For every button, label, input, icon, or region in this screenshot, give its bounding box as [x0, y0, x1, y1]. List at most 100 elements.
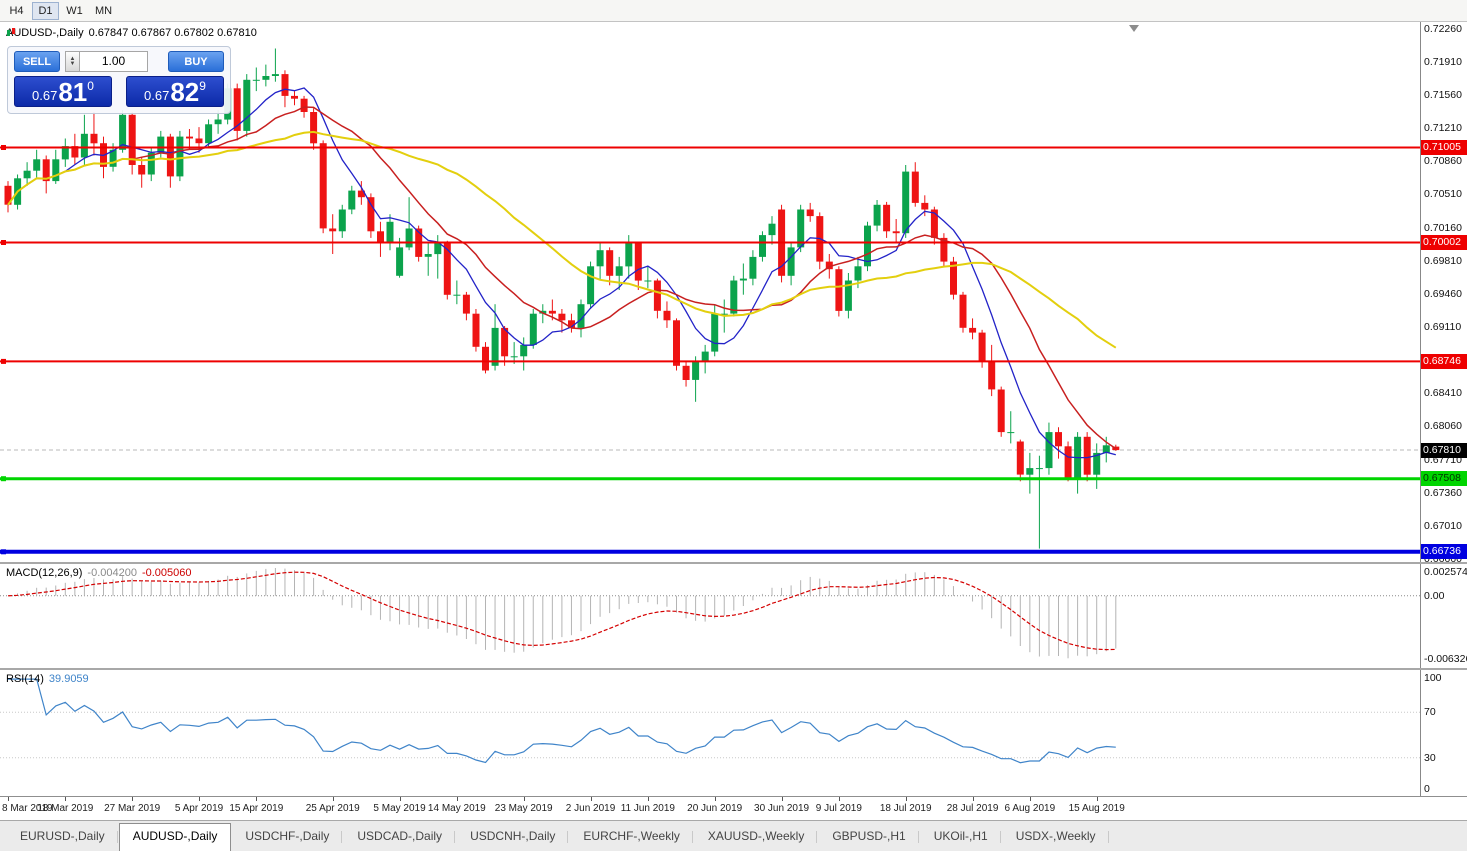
sell-price-big: 81 [58, 76, 88, 107]
price-chart-canvas[interactable] [0, 22, 1420, 562]
candle-body [959, 294, 967, 328]
price-axis-label: 0.67010 [1424, 519, 1462, 532]
tab-usdcnh-daily[interactable]: USDCNH-,Daily [456, 825, 569, 848]
date-tick [256, 797, 258, 801]
candle-body [300, 98, 308, 112]
candle-body [33, 159, 41, 171]
hline-handle[interactable] [1, 145, 6, 150]
tab-usdx-weekly[interactable]: USDX-,Weekly [1002, 825, 1110, 848]
candles-layer [4, 48, 1120, 549]
candle-body [281, 74, 289, 96]
price-pane: AUDUSD-,Daily 0.67847 0.67867 0.67802 0.… [0, 22, 1467, 562]
rsi-axis-label: 100 [1424, 672, 1442, 684]
macd-chart-canvas[interactable] [0, 564, 1420, 668]
tab-eurusd-daily[interactable]: EURUSD-,Daily [6, 825, 119, 848]
symbol-period-label: AUDUSD-,Daily [6, 27, 84, 39]
hline-handle[interactable] [1, 476, 6, 482]
tab-usdcad-daily[interactable]: USDCAD-,Daily [343, 825, 456, 848]
chart-shift-marker[interactable] [1129, 25, 1139, 32]
candle-body [797, 209, 805, 248]
candle-body [1055, 432, 1062, 447]
candle-body [663, 310, 671, 321]
date-axis[interactable]: 8 Mar 2019 18 Mar 2019 27 Mar 2019 5 Apr 20… [0, 796, 1467, 820]
candle-body [109, 149, 117, 167]
candle-body [577, 304, 585, 328]
candle-body [52, 159, 60, 182]
date-label: 18 Mar 2019 [37, 803, 94, 814]
candle-body [911, 171, 919, 203]
timeframe-h4-button[interactable]: H4 [3, 2, 30, 20]
candle-body [587, 266, 595, 305]
buy-price-button[interactable]: 0.67 82 9 [126, 76, 224, 107]
candle-body [396, 247, 404, 276]
candle-body [291, 95, 298, 99]
pane-divider[interactable] [0, 562, 1467, 564]
rsi-name: RSI(14) [6, 673, 44, 685]
price-axis-label: 0.70860 [1424, 155, 1462, 168]
date-label: 30 Jun 2019 [754, 803, 810, 814]
candle-body [634, 242, 642, 281]
tab-ukoil-h1[interactable]: UKOil-,H1 [920, 825, 1002, 848]
tab-xauusd-weekly[interactable]: XAUUSD-,Weekly [694, 825, 818, 848]
candle-body [348, 190, 356, 210]
price-axis-label: 0.69460 [1424, 287, 1462, 300]
candle-body [892, 231, 900, 234]
hline-badge-070002: 0.70002 [1421, 234, 1467, 250]
candle-body [768, 223, 776, 236]
timeframe-mn-button[interactable]: MN [90, 2, 117, 20]
spin-down-icon[interactable]: ▼ [69, 60, 76, 67]
rsi-axis-label: 0 [1424, 783, 1430, 795]
date-label: 28 Jul 2019 [946, 803, 999, 814]
price-axis: 0.666600.670100.673600.677100.680600.684… [1420, 22, 1467, 562]
candle-body [940, 237, 948, 262]
tab-audusd-daily[interactable]: AUDUSD-,Daily [118, 823, 232, 851]
candle-body [854, 266, 862, 281]
price-axis-label: 0.70160 [1424, 221, 1462, 234]
candle-body [539, 310, 547, 314]
candle-body [61, 146, 69, 160]
tab-gbpusd-h1[interactable]: GBPUSD-,H1 [818, 825, 920, 848]
candle-body [80, 133, 88, 158]
candle-body [367, 197, 375, 232]
hline-handle[interactable] [1, 240, 6, 245]
volume-field[interactable]: 1.00 [80, 51, 148, 72]
macd-label: MACD(12,26,9) -0.004200 -0.005060 [6, 567, 192, 579]
candle-body [520, 344, 528, 357]
date-tick [972, 797, 974, 801]
date-label: 20 Jun 2019 [687, 803, 743, 814]
sell-button[interactable]: SELL [14, 51, 60, 72]
candle-body [606, 250, 614, 276]
buy-price-big: 82 [170, 76, 200, 107]
price-axis-label: 0.70510 [1424, 188, 1462, 201]
sell-price-button[interactable]: 0.67 81 0 [14, 76, 112, 107]
timeframe-d1-button[interactable]: D1 [32, 1, 59, 20]
candle-body [1026, 468, 1034, 475]
date-label: 5 May 2019 [373, 803, 426, 814]
tab-eurchf-weekly[interactable]: EURCHF-,Weekly [569, 825, 694, 848]
candle-body [902, 171, 910, 234]
candle-body [186, 136, 193, 139]
candle-body [482, 346, 489, 371]
pane-divider[interactable] [0, 668, 1467, 670]
candle-body [166, 136, 174, 177]
date-tick [590, 797, 592, 801]
macd-axis: 0.002574 0.00 -0.006326 [1420, 564, 1467, 668]
rsi-chart-canvas[interactable] [0, 670, 1420, 796]
spin-up-icon[interactable]: ▲ [69, 55, 76, 62]
hline-handle[interactable] [1, 358, 6, 364]
date-tick [132, 797, 134, 801]
candle-body [730, 280, 738, 314]
candle-body [462, 294, 470, 314]
candle-body [1035, 468, 1043, 470]
candle-body [377, 231, 384, 243]
date-label: 9 Jul 2019 [815, 803, 862, 814]
buy-button[interactable]: BUY [168, 51, 224, 72]
timeframe-w1-button[interactable]: W1 [61, 2, 88, 20]
hline-handle[interactable] [1, 549, 6, 555]
candle-body [1093, 452, 1101, 475]
rsi-axis-label: 30 [1424, 751, 1436, 764]
candle-body [883, 204, 891, 232]
volume-spinner[interactable]: ▲ ▼ [65, 51, 80, 72]
date-label: 8 Mar 2019 [2, 803, 53, 814]
tab-usdchf-daily[interactable]: USDCHF-,Daily [231, 825, 343, 848]
